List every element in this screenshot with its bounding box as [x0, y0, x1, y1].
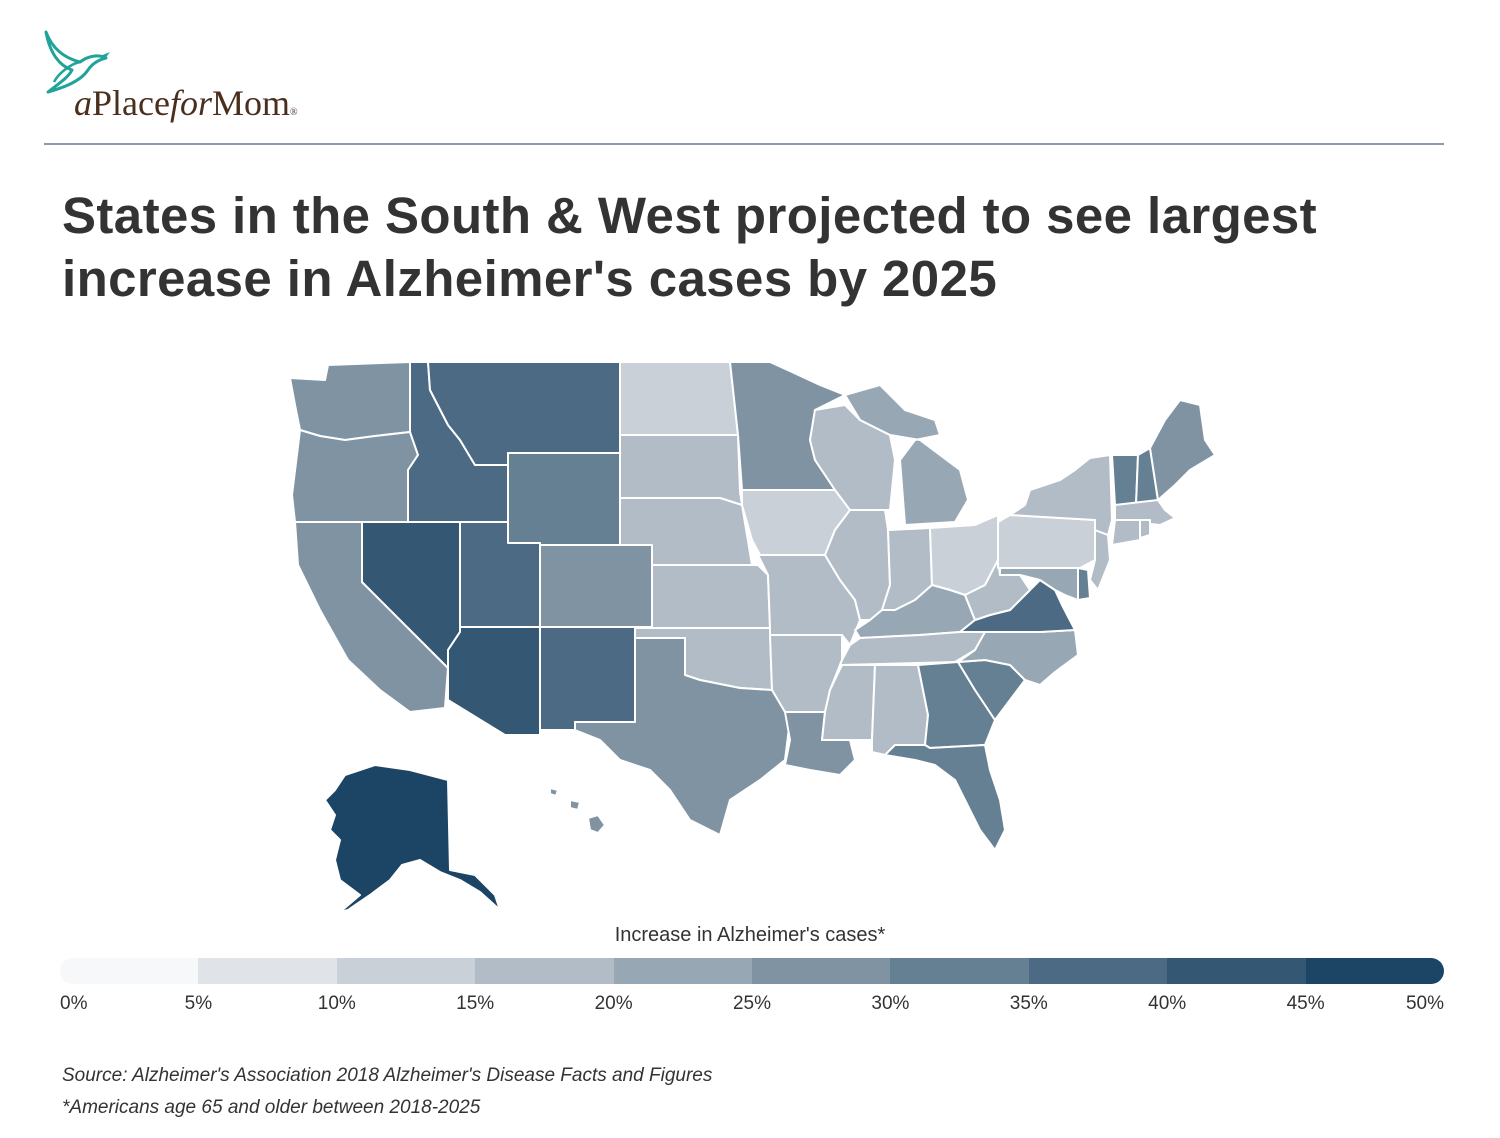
- legend-tick-label: 35%: [1009, 993, 1048, 1014]
- legend-tick-label: 10%: [317, 993, 356, 1014]
- state-me[interactable]: [1149, 399, 1216, 501]
- state-al[interactable]: [871, 664, 929, 756]
- legend-tick-label: 15%: [456, 993, 495, 1014]
- state-az[interactable]: [447, 626, 541, 736]
- legend-swatch-2: [336, 958, 476, 984]
- legend-tick-label: 50%: [1405, 993, 1444, 1014]
- legend-tick-label: 0%: [60, 993, 88, 1014]
- state-mi[interactable]: [844, 384, 969, 526]
- legend-tick-label: 5%: [184, 993, 213, 1014]
- legend-swatch-5: [752, 958, 891, 984]
- state-vt[interactable]: [1111, 454, 1139, 506]
- footnote: *Americans age 65 and older between 2018…: [62, 1097, 481, 1118]
- state-hi[interactable]: [549, 787, 606, 834]
- logo-a: a: [74, 83, 92, 123]
- legend-swatch-0: [60, 958, 199, 984]
- state-nd[interactable]: [619, 361, 739, 436]
- state-ak[interactable]: [324, 764, 501, 913]
- state-de[interactable]: [1077, 567, 1091, 601]
- state-pa[interactable]: [997, 514, 1101, 569]
- state-nm[interactable]: [539, 626, 636, 731]
- logo-for: for: [169, 83, 212, 123]
- header-divider: [44, 143, 1444, 145]
- legend-color-scale: [60, 958, 1444, 984]
- legend-tick-label: 20%: [594, 993, 633, 1014]
- logo-registered-mark: ®: [290, 107, 298, 118]
- legend-swatch-3: [475, 958, 614, 984]
- title-line-2: increase in Alzheimer's cases by 2025: [62, 250, 998, 307]
- logo-wordmark: aPlaceforMom®: [74, 82, 298, 124]
- bird-logo-icon: [44, 30, 110, 94]
- legend-title: Increase in Alzheimer's cases*: [614, 924, 886, 946]
- logo-mom: Mom: [211, 83, 290, 123]
- state-ri[interactable]: [1139, 519, 1151, 539]
- state-tx[interactable]: [574, 637, 791, 836]
- state-wy[interactable]: [507, 452, 621, 546]
- state-or[interactable]: [291, 429, 419, 523]
- state-wa[interactable]: [289, 361, 411, 441]
- legend-tick-label: 30%: [871, 993, 910, 1014]
- state-ks[interactable]: [651, 564, 771, 629]
- legend-tick-label: 25%: [732, 993, 772, 1014]
- legend-swatch-4: [613, 958, 753, 984]
- logo: aPlaceforMom®: [40, 30, 360, 130]
- legend-tick-label: 45%: [1286, 993, 1325, 1014]
- state-ct[interactable]: [1111, 519, 1141, 546]
- title-line-1: States in the South & West projected to …: [62, 187, 1318, 244]
- legend-tick-labels: 0% 5% 10% 15% 20% 25% 30% 35% 40% 45% 50%: [0, 993, 1500, 1017]
- legend-swatch-6: [890, 958, 1029, 984]
- us-choropleth-map: [289, 361, 1216, 913]
- legend-swatch-7: [1028, 958, 1168, 984]
- state-ny[interactable]: [1009, 454, 1113, 536]
- state-il[interactable]: [824, 509, 891, 621]
- state-co[interactable]: [539, 544, 653, 628]
- legend-tick-label: 40%: [1148, 993, 1187, 1014]
- legend-swatch-8: [1167, 958, 1306, 984]
- state-sd[interactable]: [619, 434, 743, 506]
- logo-place: Place: [92, 83, 170, 123]
- legend-swatch-1: [198, 958, 337, 984]
- source-note: Source: Alzheimer's Association 2018 Alz…: [62, 1065, 713, 1086]
- legend-swatch-9: [1305, 958, 1444, 984]
- page-title: States in the South & West projected to …: [62, 184, 1482, 310]
- state-fl[interactable]: [884, 744, 1006, 851]
